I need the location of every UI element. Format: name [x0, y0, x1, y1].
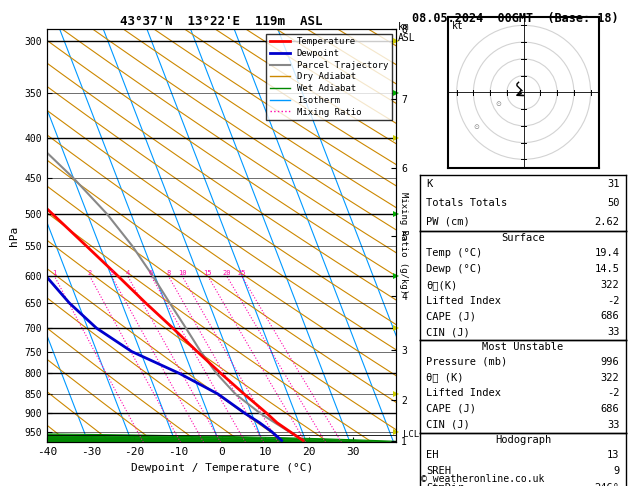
Text: Most Unstable: Most Unstable: [482, 342, 564, 352]
Text: -2: -2: [607, 388, 620, 399]
Text: kt: kt: [452, 21, 464, 31]
Text: 20: 20: [223, 270, 231, 276]
Text: CIN (J): CIN (J): [426, 327, 470, 337]
Text: 322: 322: [601, 373, 620, 382]
Text: CAPE (J): CAPE (J): [426, 404, 476, 414]
Text: 50: 50: [607, 198, 620, 208]
Text: © weatheronline.co.uk: © weatheronline.co.uk: [421, 473, 545, 484]
Text: Totals Totals: Totals Totals: [426, 198, 508, 208]
Text: 246°: 246°: [594, 483, 620, 486]
Text: 33: 33: [607, 327, 620, 337]
Text: 1: 1: [52, 270, 57, 276]
Text: 31: 31: [607, 179, 620, 189]
Text: 322: 322: [601, 280, 620, 290]
Text: θᴇ(K): θᴇ(K): [426, 280, 458, 290]
Text: 686: 686: [601, 404, 620, 414]
Text: Surface: Surface: [501, 233, 545, 243]
Text: 08.05.2024  00GMT  (Base: 18): 08.05.2024 00GMT (Base: 18): [412, 12, 618, 25]
Text: 13: 13: [607, 450, 620, 460]
Text: 8: 8: [166, 270, 170, 276]
Text: SREH: SREH: [426, 467, 452, 476]
Text: 4: 4: [125, 270, 130, 276]
Text: 686: 686: [601, 312, 620, 321]
Text: StmDir: StmDir: [426, 483, 464, 486]
Text: 14.5: 14.5: [594, 264, 620, 274]
Text: 19.4: 19.4: [594, 248, 620, 258]
Text: 25: 25: [237, 270, 246, 276]
Text: Lifted Index: Lifted Index: [426, 388, 501, 399]
Text: km
ASL: km ASL: [398, 22, 415, 43]
Legend: Temperature, Dewpoint, Parcel Trajectory, Dry Adiabat, Wet Adiabat, Isotherm, Mi: Temperature, Dewpoint, Parcel Trajectory…: [266, 34, 392, 120]
Text: PW (cm): PW (cm): [426, 217, 470, 226]
Text: 9: 9: [613, 467, 620, 476]
Text: CAPE (J): CAPE (J): [426, 312, 476, 321]
Text: 3: 3: [109, 270, 114, 276]
X-axis label: Dewpoint / Temperature (°C): Dewpoint / Temperature (°C): [131, 463, 313, 473]
Text: $\odot$: $\odot$: [473, 122, 481, 131]
Text: $\odot$: $\odot$: [495, 99, 502, 108]
Text: 10: 10: [178, 270, 186, 276]
Text: 996: 996: [601, 357, 620, 367]
Text: 2.62: 2.62: [594, 217, 620, 226]
Text: 33: 33: [607, 420, 620, 430]
Text: Temp (°C): Temp (°C): [426, 248, 482, 258]
Text: 6: 6: [149, 270, 153, 276]
Text: Pressure (mb): Pressure (mb): [426, 357, 508, 367]
Text: Lifted Index: Lifted Index: [426, 295, 501, 306]
Title: 43°37'N  13°22'E  119m  ASL: 43°37'N 13°22'E 119m ASL: [121, 15, 323, 28]
Text: 15: 15: [204, 270, 212, 276]
Text: -2: -2: [607, 295, 620, 306]
Text: LCL: LCL: [403, 430, 420, 439]
Text: θᴇ (K): θᴇ (K): [426, 373, 464, 382]
Y-axis label: hPa: hPa: [9, 226, 19, 246]
Text: Hodograph: Hodograph: [495, 434, 551, 445]
Text: 2: 2: [87, 270, 92, 276]
Text: EH: EH: [426, 450, 439, 460]
Text: Dewp (°C): Dewp (°C): [426, 264, 482, 274]
Text: K: K: [426, 179, 433, 189]
Text: Mixing Ratio (g/kg): Mixing Ratio (g/kg): [399, 192, 408, 294]
Text: CIN (J): CIN (J): [426, 420, 470, 430]
